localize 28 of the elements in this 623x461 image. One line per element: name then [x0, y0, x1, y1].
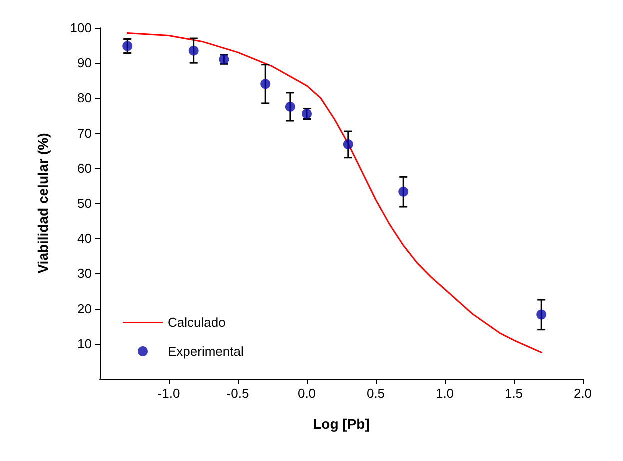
- point: [188, 46, 199, 56]
- x-tick-label: 0.5: [366, 386, 386, 401]
- x-tick-label: 0.0: [298, 386, 316, 401]
- y-tick-label: 90: [78, 56, 92, 71]
- point: [536, 310, 547, 320]
- x-tick-label: 1.5: [504, 386, 524, 401]
- y-tick-label: 70: [78, 126, 92, 141]
- point: [122, 41, 133, 52]
- y-tick-label: 30: [78, 266, 92, 282]
- y-axis-title: Viabilidad celular (%): [35, 133, 51, 274]
- point: [285, 102, 296, 112]
- y-tick-label: 10: [78, 336, 92, 352]
- y-tick-label: 20: [78, 301, 92, 316]
- x-tick-label: 1.0: [436, 386, 454, 401]
- point: [343, 140, 354, 150]
- y-tick-label: 60: [78, 160, 92, 176]
- y-tick-label: 50: [78, 196, 92, 211]
- x-tick-label: -0.5: [226, 386, 250, 401]
- x-tick-label: -1.0: [158, 386, 180, 401]
- legend-label: Experimental: [168, 344, 244, 359]
- y-tick-label: 80: [78, 90, 92, 106]
- x-tick-label: 2.0: [574, 386, 592, 401]
- y-tick-label: 40: [78, 231, 92, 246]
- x-axis-title: Log [Pb]: [313, 416, 370, 432]
- y-tick-label: 100: [70, 20, 92, 36]
- point: [260, 79, 271, 90]
- point: [398, 186, 409, 197]
- legend-label: Calculado: [168, 315, 226, 330]
